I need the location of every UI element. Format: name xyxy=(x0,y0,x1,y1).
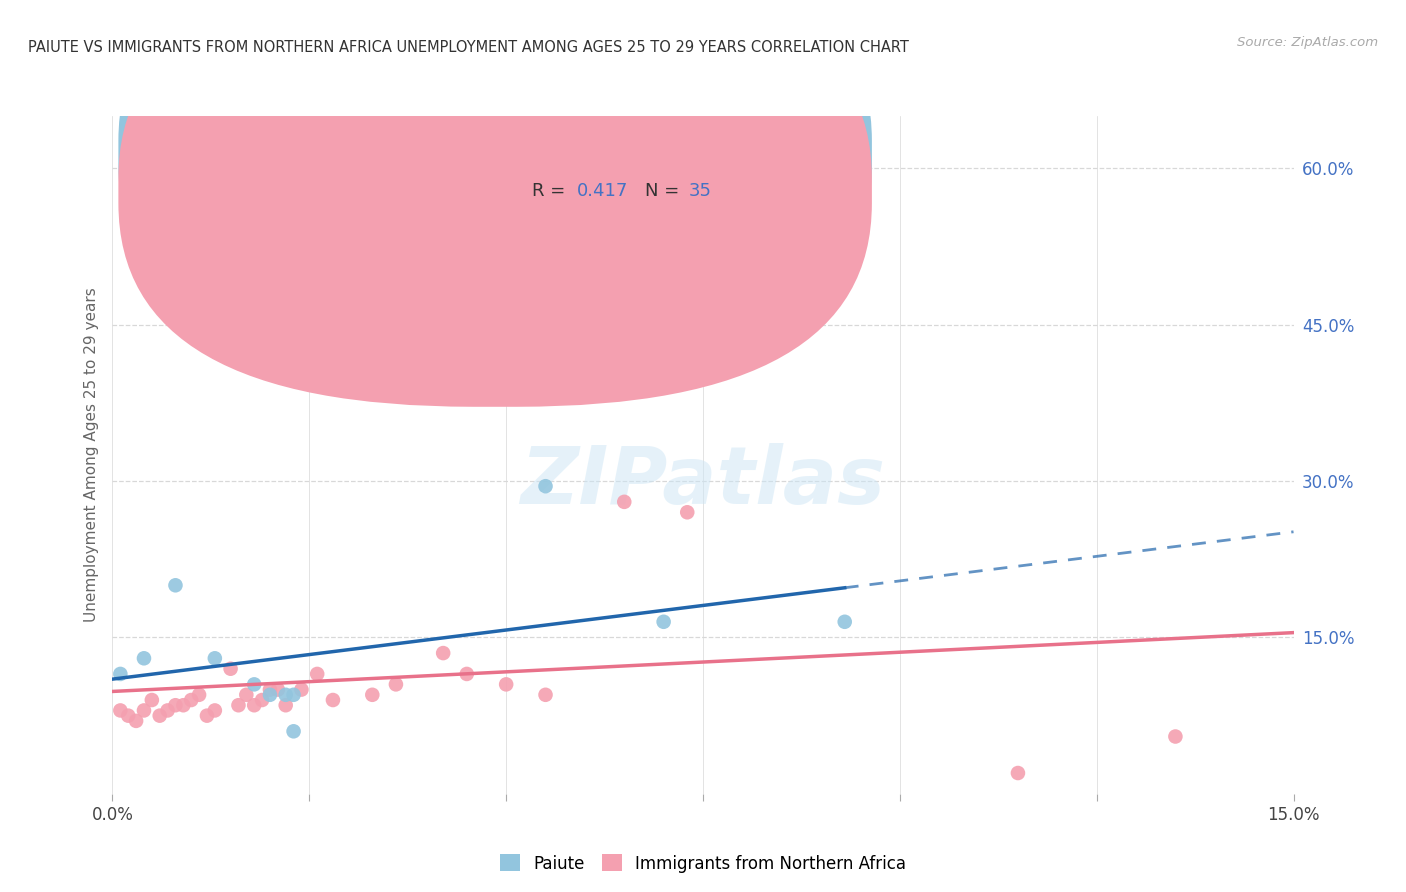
Point xyxy=(283,724,305,739)
Point xyxy=(676,505,699,519)
Point xyxy=(259,682,281,697)
Text: R =: R = xyxy=(531,145,571,162)
Point xyxy=(613,495,636,509)
Point xyxy=(290,682,312,697)
Point xyxy=(165,698,187,713)
FancyBboxPatch shape xyxy=(456,123,780,227)
Point xyxy=(132,651,155,665)
Point xyxy=(204,703,226,717)
Text: ZIPatlas: ZIPatlas xyxy=(520,443,886,521)
Text: N =: N = xyxy=(645,182,685,200)
Point xyxy=(204,651,226,665)
Point xyxy=(172,698,194,713)
Point xyxy=(834,615,856,629)
Text: Source: ZipAtlas.com: Source: ZipAtlas.com xyxy=(1237,36,1378,49)
Point xyxy=(456,667,478,681)
Point xyxy=(125,714,148,728)
Text: N =: N = xyxy=(645,145,685,162)
Point xyxy=(141,693,163,707)
Text: R =: R = xyxy=(531,182,571,200)
Point xyxy=(401,354,423,368)
Point xyxy=(385,677,408,691)
Point xyxy=(274,698,297,713)
Point xyxy=(259,688,281,702)
Text: 12: 12 xyxy=(689,145,711,162)
Point xyxy=(250,693,273,707)
FancyBboxPatch shape xyxy=(118,0,872,407)
Point xyxy=(243,698,266,713)
Point xyxy=(132,703,155,717)
Point xyxy=(361,688,384,702)
Point xyxy=(495,677,517,691)
Point xyxy=(149,708,172,723)
Point xyxy=(283,688,305,702)
Point xyxy=(267,682,290,697)
Text: PAIUTE VS IMMIGRANTS FROM NORTHERN AFRICA UNEMPLOYMENT AMONG AGES 25 TO 29 YEARS: PAIUTE VS IMMIGRANTS FROM NORTHERN AFRIC… xyxy=(28,40,910,55)
Text: 35: 35 xyxy=(689,182,711,200)
Point xyxy=(110,703,132,717)
Point xyxy=(117,708,139,723)
Point xyxy=(188,688,211,702)
Point xyxy=(1007,766,1029,780)
Point xyxy=(195,708,218,723)
Point xyxy=(1164,730,1187,744)
Point xyxy=(274,688,297,702)
Point xyxy=(110,667,132,681)
Text: 0.417: 0.417 xyxy=(576,182,628,200)
Point xyxy=(534,479,557,493)
Point xyxy=(243,677,266,691)
Y-axis label: Unemployment Among Ages 25 to 29 years: Unemployment Among Ages 25 to 29 years xyxy=(83,287,98,623)
Point xyxy=(307,667,329,681)
Point xyxy=(219,662,242,676)
Point xyxy=(322,693,344,707)
Point xyxy=(228,698,250,713)
Point xyxy=(652,615,675,629)
Point xyxy=(534,688,557,702)
Point xyxy=(235,688,257,702)
FancyBboxPatch shape xyxy=(118,0,872,369)
Point xyxy=(165,578,187,592)
Legend: Paiute, Immigrants from Northern Africa: Paiute, Immigrants from Northern Africa xyxy=(494,847,912,880)
Point xyxy=(180,693,202,707)
Text: 0.393: 0.393 xyxy=(576,145,628,162)
Point xyxy=(156,703,179,717)
Point xyxy=(432,646,454,660)
